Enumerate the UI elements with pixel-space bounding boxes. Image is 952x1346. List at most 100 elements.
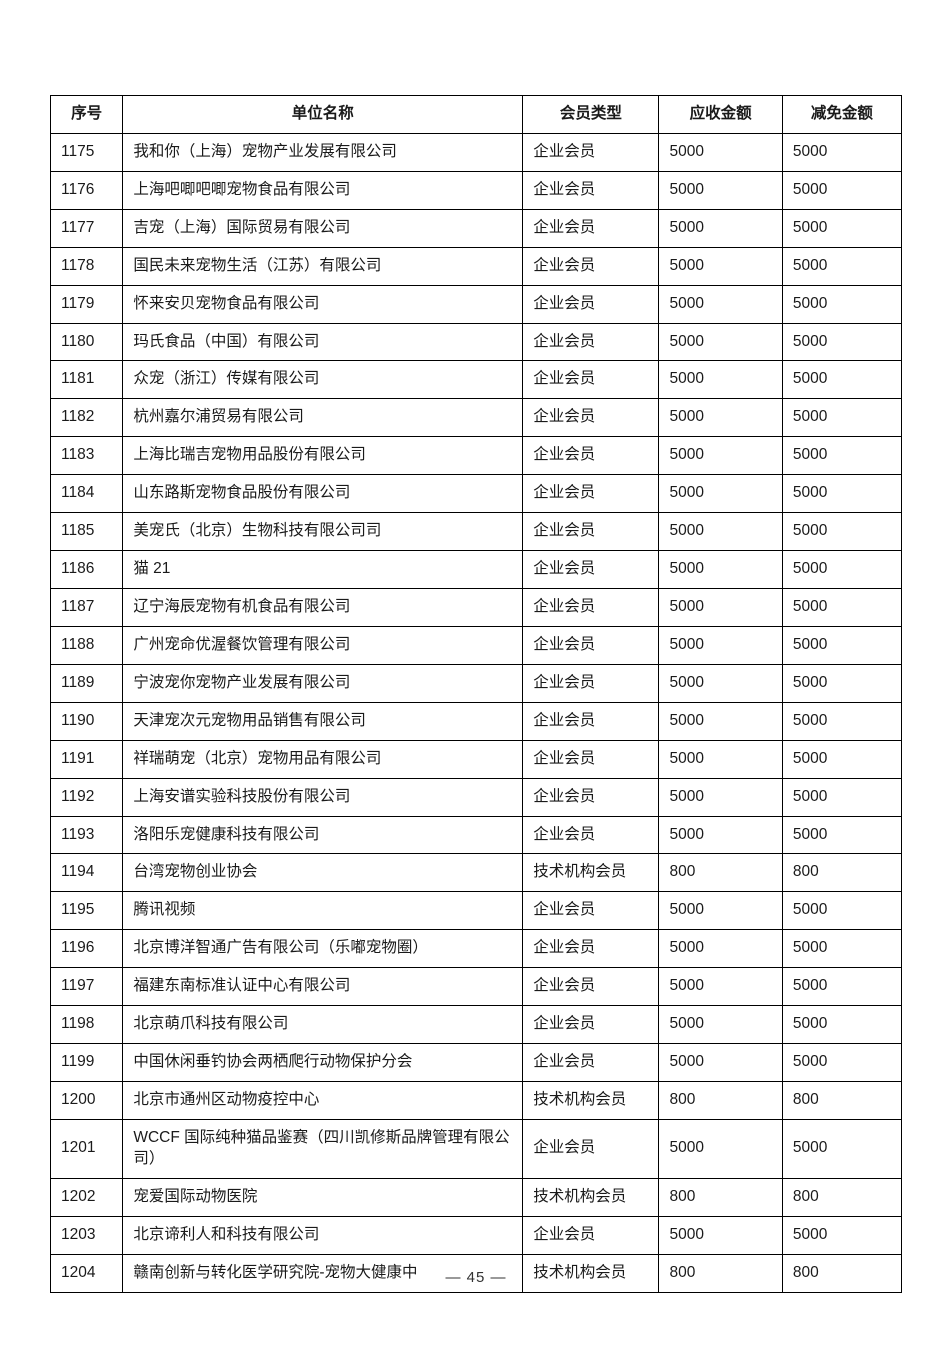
cell-membership-type: 企业会员 [523,1119,659,1178]
cell-receivable-amount: 5000 [659,209,782,247]
column-header-receivable: 应收金额 [659,96,782,134]
table-row[interactable]: 1187 辽宁海辰宠物有机食品有限公司 企业会员 5000 5000 [51,588,902,626]
table-row[interactable]: 1199 中国休闲垂钓协会两栖爬行动物保护分会 企业会员 5000 5000 [51,1044,902,1082]
cell-membership-type: 企业会员 [523,399,659,437]
document-page: 序号 单位名称 会员类型 应收金额 减免金额 1175 我和你（上海）宠物产业发展… [0,0,952,1346]
column-header-type: 会员类型 [523,96,659,134]
cell-unit-name: 国民未来宠物生活（江苏）有限公司 [123,247,523,285]
cell-membership-type: 企业会员 [523,171,659,209]
cell-unit-name: 福建东南标准认证中心有限公司 [123,968,523,1006]
cell-receivable-amount: 5000 [659,664,782,702]
table-row[interactable]: 1175 我和你（上海）宠物产业发展有限公司 企业会员 5000 5000 [51,133,902,171]
table-row[interactable]: 1186 猫 21 企业会员 5000 5000 [51,551,902,589]
cell-unit-name: 北京萌爪科技有限公司 [123,1006,523,1044]
cell-receivable-amount: 5000 [659,513,782,551]
cell-waived-amount: 5000 [782,930,901,968]
cell-membership-type: 企业会员 [523,285,659,323]
cell-sequence-number: 1181 [51,361,123,399]
cell-sequence-number: 1191 [51,740,123,778]
column-header-waived: 减免金额 [782,96,901,134]
cell-receivable-amount: 5000 [659,285,782,323]
cell-receivable-amount: 5000 [659,968,782,1006]
table-row[interactable]: 1188 广州宠命优渥餐饮管理有限公司 企业会员 5000 5000 [51,626,902,664]
cell-waived-amount: 5000 [782,664,901,702]
cell-waived-amount: 5000 [782,513,901,551]
cell-unit-name: 吉宠（上海）国际贸易有限公司 [123,209,523,247]
cell-waived-amount: 5000 [782,778,901,816]
cell-receivable-amount: 5000 [659,816,782,854]
table-row[interactable]: 1178 国民未来宠物生活（江苏）有限公司 企业会员 5000 5000 [51,247,902,285]
table-row[interactable]: 1196 北京博洋智通广告有限公司（乐嘟宠物圈） 企业会员 5000 5000 [51,930,902,968]
table-row[interactable]: 1201 WCCF 国际纯种猫品鉴赛（四川凯修斯品牌管理有限公司） 企业会员 5000… [51,1119,902,1178]
cell-membership-type: 技术机构会员 [523,854,659,892]
cell-waived-amount: 5000 [782,285,901,323]
table-row[interactable]: 1202 宠爱国际动物医院 技术机构会员 800 800 [51,1178,902,1216]
cell-sequence-number: 1203 [51,1216,123,1254]
cell-waived-amount: 5000 [782,209,901,247]
cell-sequence-number: 1180 [51,323,123,361]
cell-unit-name: 上海比瑞吉宠物用品股份有限公司 [123,437,523,475]
cell-unit-name: 广州宠命优渥餐饮管理有限公司 [123,626,523,664]
cell-waived-amount: 5000 [782,133,901,171]
cell-receivable-amount: 5000 [659,1119,782,1178]
table-row[interactable]: 1185 美宠氏（北京）生物科技有限公司司 企业会员 5000 5000 [51,513,902,551]
table-row[interactable]: 1176 上海吧唧吧唧宠物食品有限公司 企业会员 5000 5000 [51,171,902,209]
cell-waived-amount: 800 [782,1178,901,1216]
cell-membership-type: 企业会员 [523,323,659,361]
table-row[interactable]: 1192 上海安谱实验科技股份有限公司 企业会员 5000 5000 [51,778,902,816]
cell-unit-name: 北京谛利人和科技有限公司 [123,1216,523,1254]
cell-sequence-number: 1190 [51,702,123,740]
column-header-id: 序号 [51,96,123,134]
cell-membership-type: 企业会员 [523,475,659,513]
cell-receivable-amount: 800 [659,854,782,892]
column-header-name: 单位名称 [123,96,523,134]
cell-waived-amount: 5000 [782,626,901,664]
table-row[interactable]: 1194 台湾宠物创业协会 技术机构会员 800 800 [51,854,902,892]
cell-waived-amount: 5000 [782,968,901,1006]
table-row[interactable]: 1189 宁波宠你宠物产业发展有限公司 企业会员 5000 5000 [51,664,902,702]
cell-sequence-number: 1200 [51,1081,123,1119]
table-row[interactable]: 1180 玛氏食品（中国）有限公司 企业会员 5000 5000 [51,323,902,361]
table-row[interactable]: 1191 祥瑞萌宠（北京）宠物用品有限公司 企业会员 5000 5000 [51,740,902,778]
table-row[interactable]: 1184 山东路斯宠物食品股份有限公司 企业会员 5000 5000 [51,475,902,513]
cell-sequence-number: 1184 [51,475,123,513]
cell-unit-name: 洛阳乐宠健康科技有限公司 [123,816,523,854]
cell-membership-type: 企业会员 [523,1006,659,1044]
cell-sequence-number: 1186 [51,551,123,589]
cell-waived-amount: 5000 [782,551,901,589]
table-row[interactable]: 1200 北京市通州区动物疫控中心 技术机构会员 800 800 [51,1081,902,1119]
cell-waived-amount: 5000 [782,323,901,361]
cell-waived-amount: 800 [782,1081,901,1119]
table-row[interactable]: 1179 怀来安贝宠物食品有限公司 企业会员 5000 5000 [51,285,902,323]
cell-unit-name: 北京市通州区动物疫控中心 [123,1081,523,1119]
cell-membership-type: 企业会员 [523,247,659,285]
table-row[interactable]: 1193 洛阳乐宠健康科技有限公司 企业会员 5000 5000 [51,816,902,854]
cell-waived-amount: 5000 [782,437,901,475]
table-row[interactable]: 1182 杭州嘉尔浦贸易有限公司 企业会员 5000 5000 [51,399,902,437]
cell-sequence-number: 1199 [51,1044,123,1082]
cell-receivable-amount: 5000 [659,475,782,513]
cell-receivable-amount: 5000 [659,247,782,285]
cell-sequence-number: 1201 [51,1119,123,1178]
table-row[interactable]: 1198 北京萌爪科技有限公司 企业会员 5000 5000 [51,1006,902,1044]
table-row[interactable]: 1197 福建东南标准认证中心有限公司 企业会员 5000 5000 [51,968,902,1006]
table-row[interactable]: 1177 吉宠（上海）国际贸易有限公司 企业会员 5000 5000 [51,209,902,247]
cell-waived-amount: 5000 [782,1216,901,1254]
table-row[interactable]: 1203 北京谛利人和科技有限公司 企业会员 5000 5000 [51,1216,902,1254]
cell-receivable-amount: 5000 [659,551,782,589]
cell-waived-amount: 5000 [782,740,901,778]
cell-receivable-amount: 5000 [659,740,782,778]
cell-unit-name: 玛氏食品（中国）有限公司 [123,323,523,361]
cell-sequence-number: 1177 [51,209,123,247]
cell-unit-name: 怀来安贝宠物食品有限公司 [123,285,523,323]
cell-unit-name: 众宠（浙江）传媒有限公司 [123,361,523,399]
table-row[interactable]: 1181 众宠（浙江）传媒有限公司 企业会员 5000 5000 [51,361,902,399]
cell-sequence-number: 1175 [51,133,123,171]
table-row[interactable]: 1183 上海比瑞吉宠物用品股份有限公司 企业会员 5000 5000 [51,437,902,475]
table-row[interactable]: 1195 腾讯视频 企业会员 5000 5000 [51,892,902,930]
cell-sequence-number: 1179 [51,285,123,323]
cell-sequence-number: 1197 [51,968,123,1006]
cell-receivable-amount: 5000 [659,1044,782,1082]
table-row[interactable]: 1190 天津宠次元宠物用品销售有限公司 企业会员 5000 5000 [51,702,902,740]
cell-waived-amount: 5000 [782,475,901,513]
